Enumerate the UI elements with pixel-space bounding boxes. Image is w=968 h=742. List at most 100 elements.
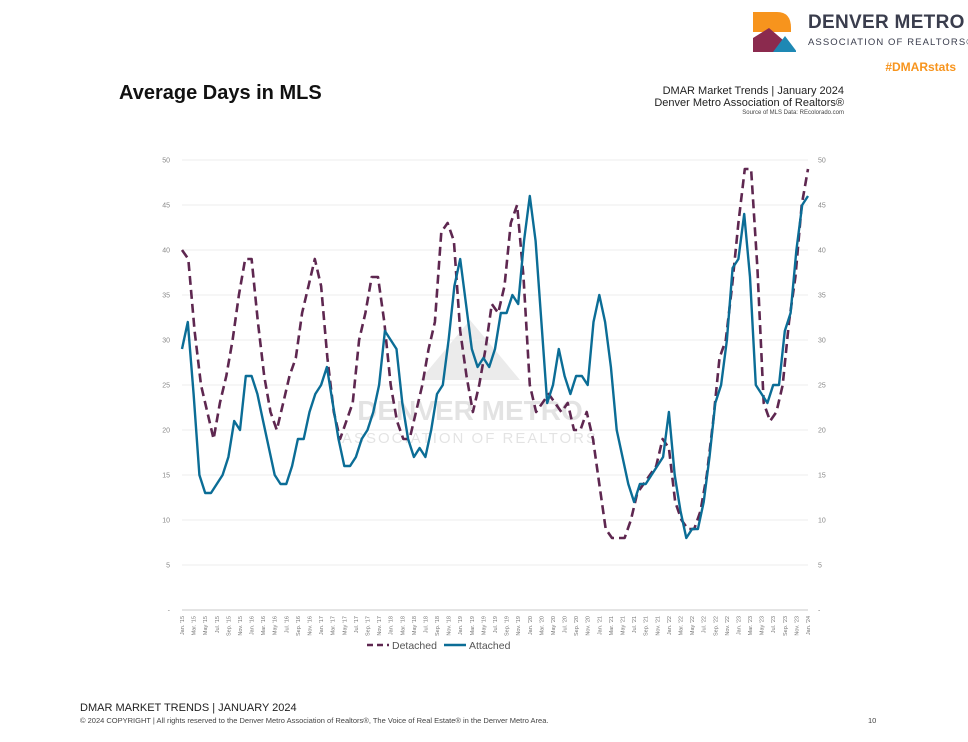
x-tick-label: Mar. '15	[192, 616, 198, 635]
footer-copyright: © 2024 COPYRIGHT | All rights reserved t…	[80, 716, 549, 725]
x-tick-label: Nov. '16	[308, 616, 314, 636]
x-tick-label: Sep. '16	[296, 616, 302, 636]
x-tick-label: Jan. '15	[180, 616, 186, 635]
x-tick-label: Nov. '20	[586, 616, 592, 636]
series-line-attached	[180, 194, 810, 540]
legend-label-attached: Attached	[469, 640, 511, 652]
x-tick-label: Jan. '23	[736, 616, 742, 635]
y-tick-label-right: 40	[818, 248, 826, 255]
y-tick-label-left: 5	[166, 563, 170, 570]
x-tick-label: Sep. '19	[505, 616, 511, 636]
page-title: Average Days in MLS	[119, 82, 322, 104]
y-tick-label-left: 25	[162, 383, 170, 390]
x-tick-label: Jan. '22	[667, 616, 673, 635]
x-tick-label: Jul. '17	[354, 616, 360, 633]
x-tick-label: Mar. '22	[678, 616, 684, 635]
source-line-3: Source of MLS Data: REcolorado.com	[742, 110, 844, 116]
x-tick-label: Mar. '21	[609, 616, 615, 635]
gridlines	[182, 159, 808, 611]
x-tick-label: May '22	[690, 616, 696, 635]
logo-name: DENVER METRO	[808, 12, 965, 33]
x-tick-label: May '21	[621, 616, 627, 635]
y-tick-label-left: 30	[162, 338, 170, 345]
x-tick-label: Jan. '18	[389, 616, 395, 635]
y-tick-label-right: 20	[818, 428, 826, 435]
x-tick-label: Jan. '16	[250, 616, 256, 635]
y-tick-label-left: 45	[162, 203, 170, 210]
x-tick-label: Jan. '20	[528, 616, 534, 635]
logo-maroon-shape	[753, 28, 783, 52]
x-tick-label: Jul. '23	[771, 616, 777, 633]
x-tick-label: Jul. '22	[702, 616, 708, 633]
x-tick-label: Sep. '17	[365, 616, 371, 636]
x-tick-label: Mar. '20	[539, 616, 545, 635]
footer-title: DMAR MARKET TRENDS | JANUARY 2024	[80, 702, 297, 714]
y-tick-label-left: 15	[162, 473, 170, 480]
x-tick-label: Sep. '20	[574, 616, 580, 636]
x-tick-label: Sep. '21	[644, 616, 650, 636]
legend: Detached Attached	[367, 640, 511, 652]
y-tick-label-right: 50	[818, 158, 826, 165]
dmar-logo-icon	[753, 12, 796, 52]
hashtag: #DMARstats	[885, 60, 956, 74]
x-tick-label: Nov. '18	[447, 616, 453, 636]
source-line-1: DMAR Market Trends | January 2024	[662, 85, 844, 97]
logo-orange-shape	[753, 12, 791, 32]
y-tick-label-right: 10	[818, 518, 826, 525]
x-tick-label: Sep. '15	[226, 616, 232, 636]
x-tick-label: Nov. '17	[377, 616, 383, 636]
y-tick-label-left: 20	[162, 428, 170, 435]
y-tick-label-left: 35	[162, 293, 170, 300]
x-tick-label: Mar. '16	[261, 616, 267, 635]
watermark-line-2: ASSOCIATION OF REALTORS	[342, 430, 598, 447]
source-line-2: Denver Metro Association of Realtors®	[654, 97, 844, 109]
x-axis: Jan. '15 Mar. '15 May '15 Jul. '15 Sep. '15 N…	[180, 616, 812, 636]
y-tick-label-left: 10	[162, 518, 170, 525]
series-line-detached	[180, 167, 810, 540]
x-tick-label: Jul. '19	[493, 616, 499, 633]
x-tick-label: May '18	[412, 616, 418, 635]
legend-label-detached: Detached	[392, 640, 437, 652]
x-tick-label: May '20	[551, 616, 557, 635]
x-tick-label: Nov. '23	[794, 616, 800, 636]
y-tick-label-right: 25	[818, 383, 826, 390]
x-tick-label: Nov. '22	[725, 616, 731, 636]
y-tick-label-right: -	[818, 608, 821, 615]
x-tick-label: Jul. '21	[632, 616, 638, 633]
x-tick-label: Sep. '18	[435, 616, 441, 636]
y-tick-label-left: 50	[162, 158, 170, 165]
x-tick-label: May '23	[760, 616, 766, 635]
x-tick-label: Nov. '19	[516, 616, 522, 636]
logo-subtitle: ASSOCIATION OF REALTORS®	[808, 37, 968, 48]
y-tick-label-right: 5	[818, 563, 822, 570]
y-tick-label-right: 45	[818, 203, 826, 210]
series-lines	[180, 167, 810, 540]
page-number: 10	[868, 716, 877, 725]
x-tick-label: Jan. '19	[458, 616, 464, 635]
x-tick-label: Mar. '23	[748, 616, 754, 635]
y-axis-right: - 5 10 15 20 25 30 35 40 45 50	[818, 158, 826, 615]
x-tick-label: Jan. '17	[319, 616, 325, 635]
x-tick-label: Nov. '15	[238, 616, 244, 636]
x-tick-label: Mar. '18	[400, 616, 406, 635]
x-tick-label: May '16	[273, 616, 279, 635]
y-tick-label-right: 30	[818, 338, 826, 345]
x-tick-label: Jan. '21	[597, 616, 603, 635]
x-tick-label: Jan. '24	[806, 616, 812, 635]
x-tick-label: Jul. '20	[563, 616, 569, 633]
x-tick-label: May '15	[203, 616, 209, 635]
y-axis-left: - 5 10 15 20 25 30 35 40 45 50	[162, 158, 170, 615]
y-tick-label-right: 35	[818, 293, 826, 300]
logo-blue-shape	[773, 36, 796, 52]
y-tick-label-left: 40	[162, 248, 170, 255]
x-tick-label: Sep. '22	[713, 616, 719, 636]
x-tick-label: Jul. '16	[284, 616, 290, 633]
x-tick-label: May '19	[481, 616, 487, 635]
x-tick-label: Sep. '23	[783, 616, 789, 636]
source-block: DMAR Market Trends | January 2024 Denver…	[654, 85, 844, 116]
x-tick-label: Mar. '17	[331, 616, 337, 635]
x-tick-label: May '17	[342, 616, 348, 635]
x-tick-label: Mar. '19	[470, 616, 476, 635]
x-tick-label: Jul. '15	[215, 616, 221, 633]
